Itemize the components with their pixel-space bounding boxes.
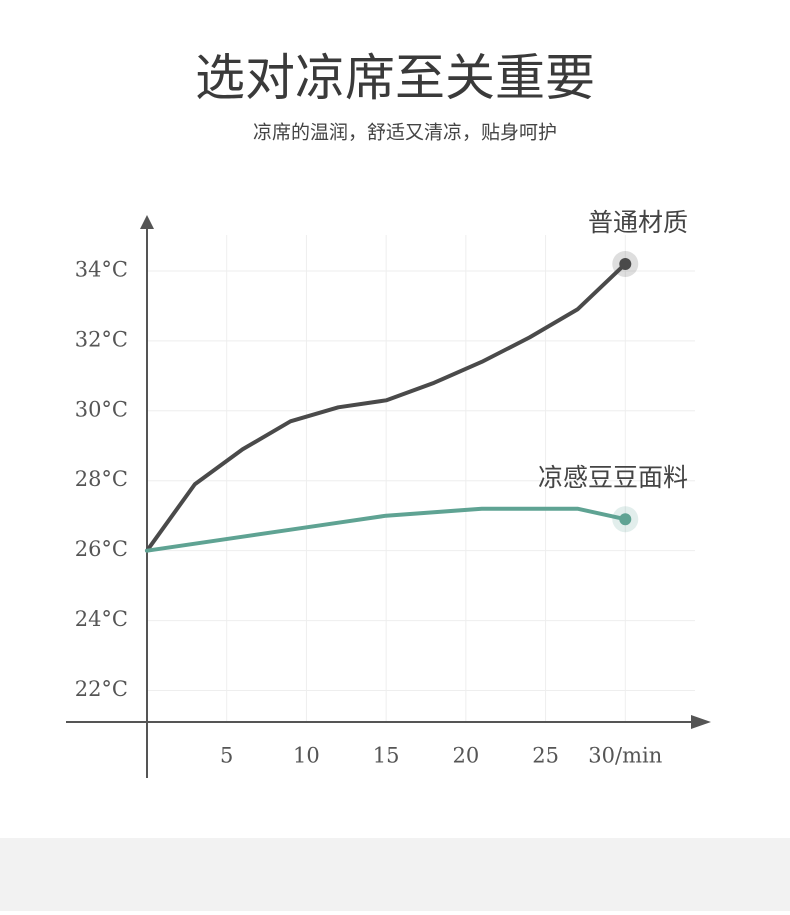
x-tick-label: 25 [532, 744, 559, 768]
x-tick-label: 20 [452, 744, 479, 768]
x-tick-label: 10 [293, 744, 320, 768]
y-tick-label: 24°C [75, 607, 128, 631]
y-tick-label: 22°C [75, 677, 128, 701]
end-point [619, 513, 632, 526]
y-tick-label: 26°C [75, 537, 128, 561]
chart-subtitle: 凉席的温润，舒适又清凉，贴身呵护 [253, 122, 557, 144]
y-tick-label: 32°C [75, 327, 128, 351]
footer-band [0, 838, 790, 911]
x-tick-label: 30/min [588, 744, 662, 768]
chart-title: 选对凉席至关重要 [195, 49, 595, 107]
series-label: 凉感豆豆面料 [538, 463, 688, 492]
y-axis-arrow [140, 215, 154, 229]
series-label: 普通材质 [588, 208, 688, 237]
x-tick-label: 5 [220, 744, 233, 768]
end-point [619, 257, 632, 270]
x-axis-arrow [691, 715, 711, 729]
y-tick-label: 34°C [75, 257, 128, 281]
y-tick-label: 30°C [75, 397, 128, 421]
y-tick-label: 28°C [75, 467, 128, 491]
series-line [145, 261, 628, 553]
series-line [145, 506, 628, 553]
x-tick-label: 15 [373, 744, 400, 768]
